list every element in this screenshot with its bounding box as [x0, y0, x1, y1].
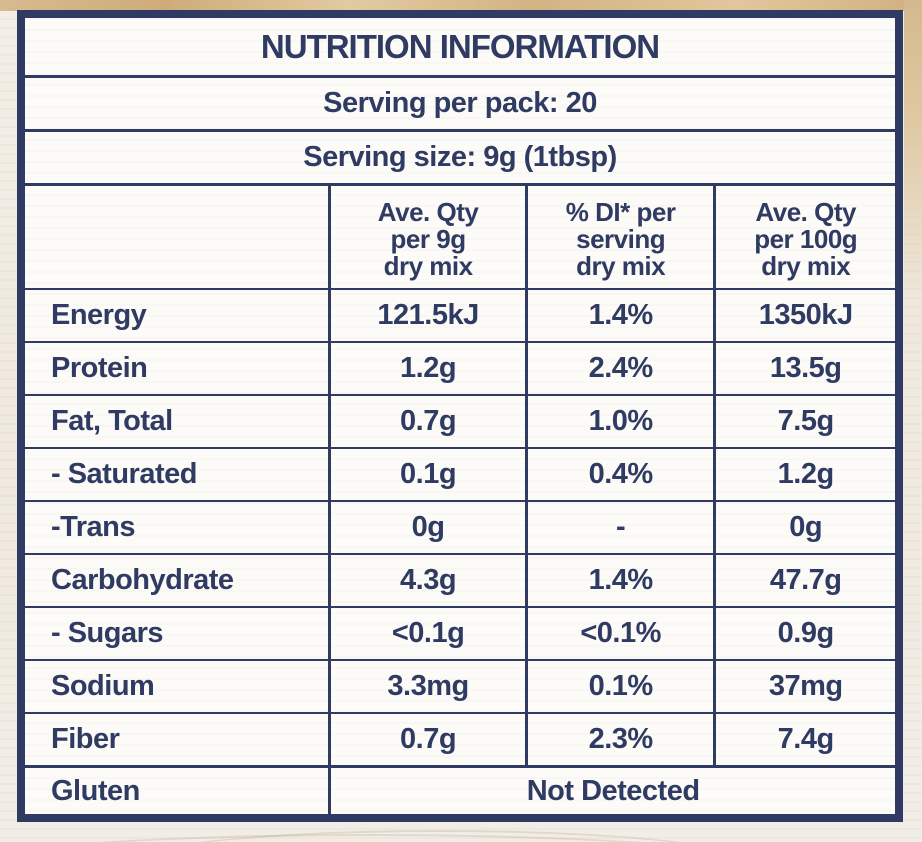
value-per-100g: 13.5g: [713, 341, 895, 394]
value-per-serving: 0g: [328, 500, 525, 553]
wood-grain-top-strip: [0, 0, 922, 11]
gluten-result: Not Detected: [328, 765, 895, 814]
header-empty-cell: [25, 186, 328, 288]
divider: [25, 129, 895, 132]
value-per-serving: 1.2g: [328, 341, 525, 394]
column-header: % DI* per serving dry mix: [524, 186, 714, 288]
value-per-serving: 0.1g: [328, 447, 525, 500]
wood-grain-arc: [0, 834, 820, 842]
column-header-line: per 100g: [754, 223, 858, 254]
divider: [25, 75, 895, 78]
value-di-percent: 0.4%: [524, 447, 714, 500]
nutrition-table: Ave. Qty per 9g dry mix% DI* per serving dry…: [25, 186, 895, 814]
value-di-percent: 2.4%: [524, 341, 714, 394]
column-header-line: per 9g: [390, 223, 467, 254]
value-per-100g: 37mg: [713, 659, 895, 712]
value-per-100g: 47.7g: [713, 553, 895, 606]
value-per-serving: 4.3g: [328, 553, 525, 606]
serving-per-pack: Serving per pack: 20: [323, 87, 597, 119]
nutrient-label: Carbohydrate: [25, 553, 329, 606]
value-di-percent: 1.4%: [524, 288, 714, 341]
value-per-100g: 7.4g: [713, 712, 895, 765]
value-di-percent: -: [524, 500, 714, 553]
nutrient-label: Sodium: [25, 659, 329, 712]
column-header: Ave. Qty per 100g dry mix: [713, 186, 895, 288]
nutrient-label: - Sugars: [25, 606, 329, 659]
nutrient-label: -Trans: [25, 500, 329, 553]
value-di-percent: 2.3%: [524, 712, 714, 765]
column-header-line: % DI* per: [565, 196, 676, 227]
nutrient-label: - Saturated: [25, 447, 329, 500]
column-header-line: serving: [576, 223, 666, 254]
column-header-line: Ave. Qty: [755, 196, 856, 227]
column-header: Ave. Qty per 9g dry mix: [328, 186, 525, 288]
divider: [25, 183, 895, 186]
wood-grain-arc: [120, 830, 760, 842]
value-di-percent: 1.4%: [524, 553, 714, 606]
value-per-100g: 0.9g: [713, 606, 895, 659]
wood-grain-right-strip: [904, 0, 922, 400]
nutrient-label: Fiber: [25, 712, 329, 765]
column-header-line: dry mix: [383, 250, 474, 281]
column-header-line: dry mix: [761, 250, 851, 281]
value-di-percent: 1.0%: [524, 394, 714, 447]
column-header-line: dry mix: [576, 250, 666, 281]
nutrition-panel: NUTRITION INFORMATION Serving per pack: …: [17, 10, 903, 822]
value-per-serving: 121.5kJ: [328, 288, 525, 341]
value-per-100g: 1.2g: [713, 447, 895, 500]
value-per-100g: 0g: [713, 500, 895, 553]
value-per-100g: 1350kJ: [713, 288, 895, 341]
serving-size: Serving size: 9g (1tbsp): [303, 141, 617, 173]
nutrient-label: Protein: [25, 341, 329, 394]
nutrient-label: Energy: [25, 288, 329, 341]
value-di-percent: 0.1%: [524, 659, 714, 712]
nutrient-label: Fat, Total: [25, 394, 329, 447]
panel-title: NUTRITION INFORMATION: [260, 27, 660, 65]
value-per-serving: 3.3mg: [328, 659, 525, 712]
value-per-100g: 7.5g: [713, 394, 895, 447]
column-header-line: Ave. Qty: [377, 196, 479, 227]
value-di-percent: <0.1%: [524, 606, 714, 659]
value-per-serving: 0.7g: [328, 712, 525, 765]
nutrient-label: Gluten: [25, 765, 329, 814]
value-per-serving: <0.1g: [328, 606, 525, 659]
value-per-serving: 0.7g: [328, 394, 525, 447]
